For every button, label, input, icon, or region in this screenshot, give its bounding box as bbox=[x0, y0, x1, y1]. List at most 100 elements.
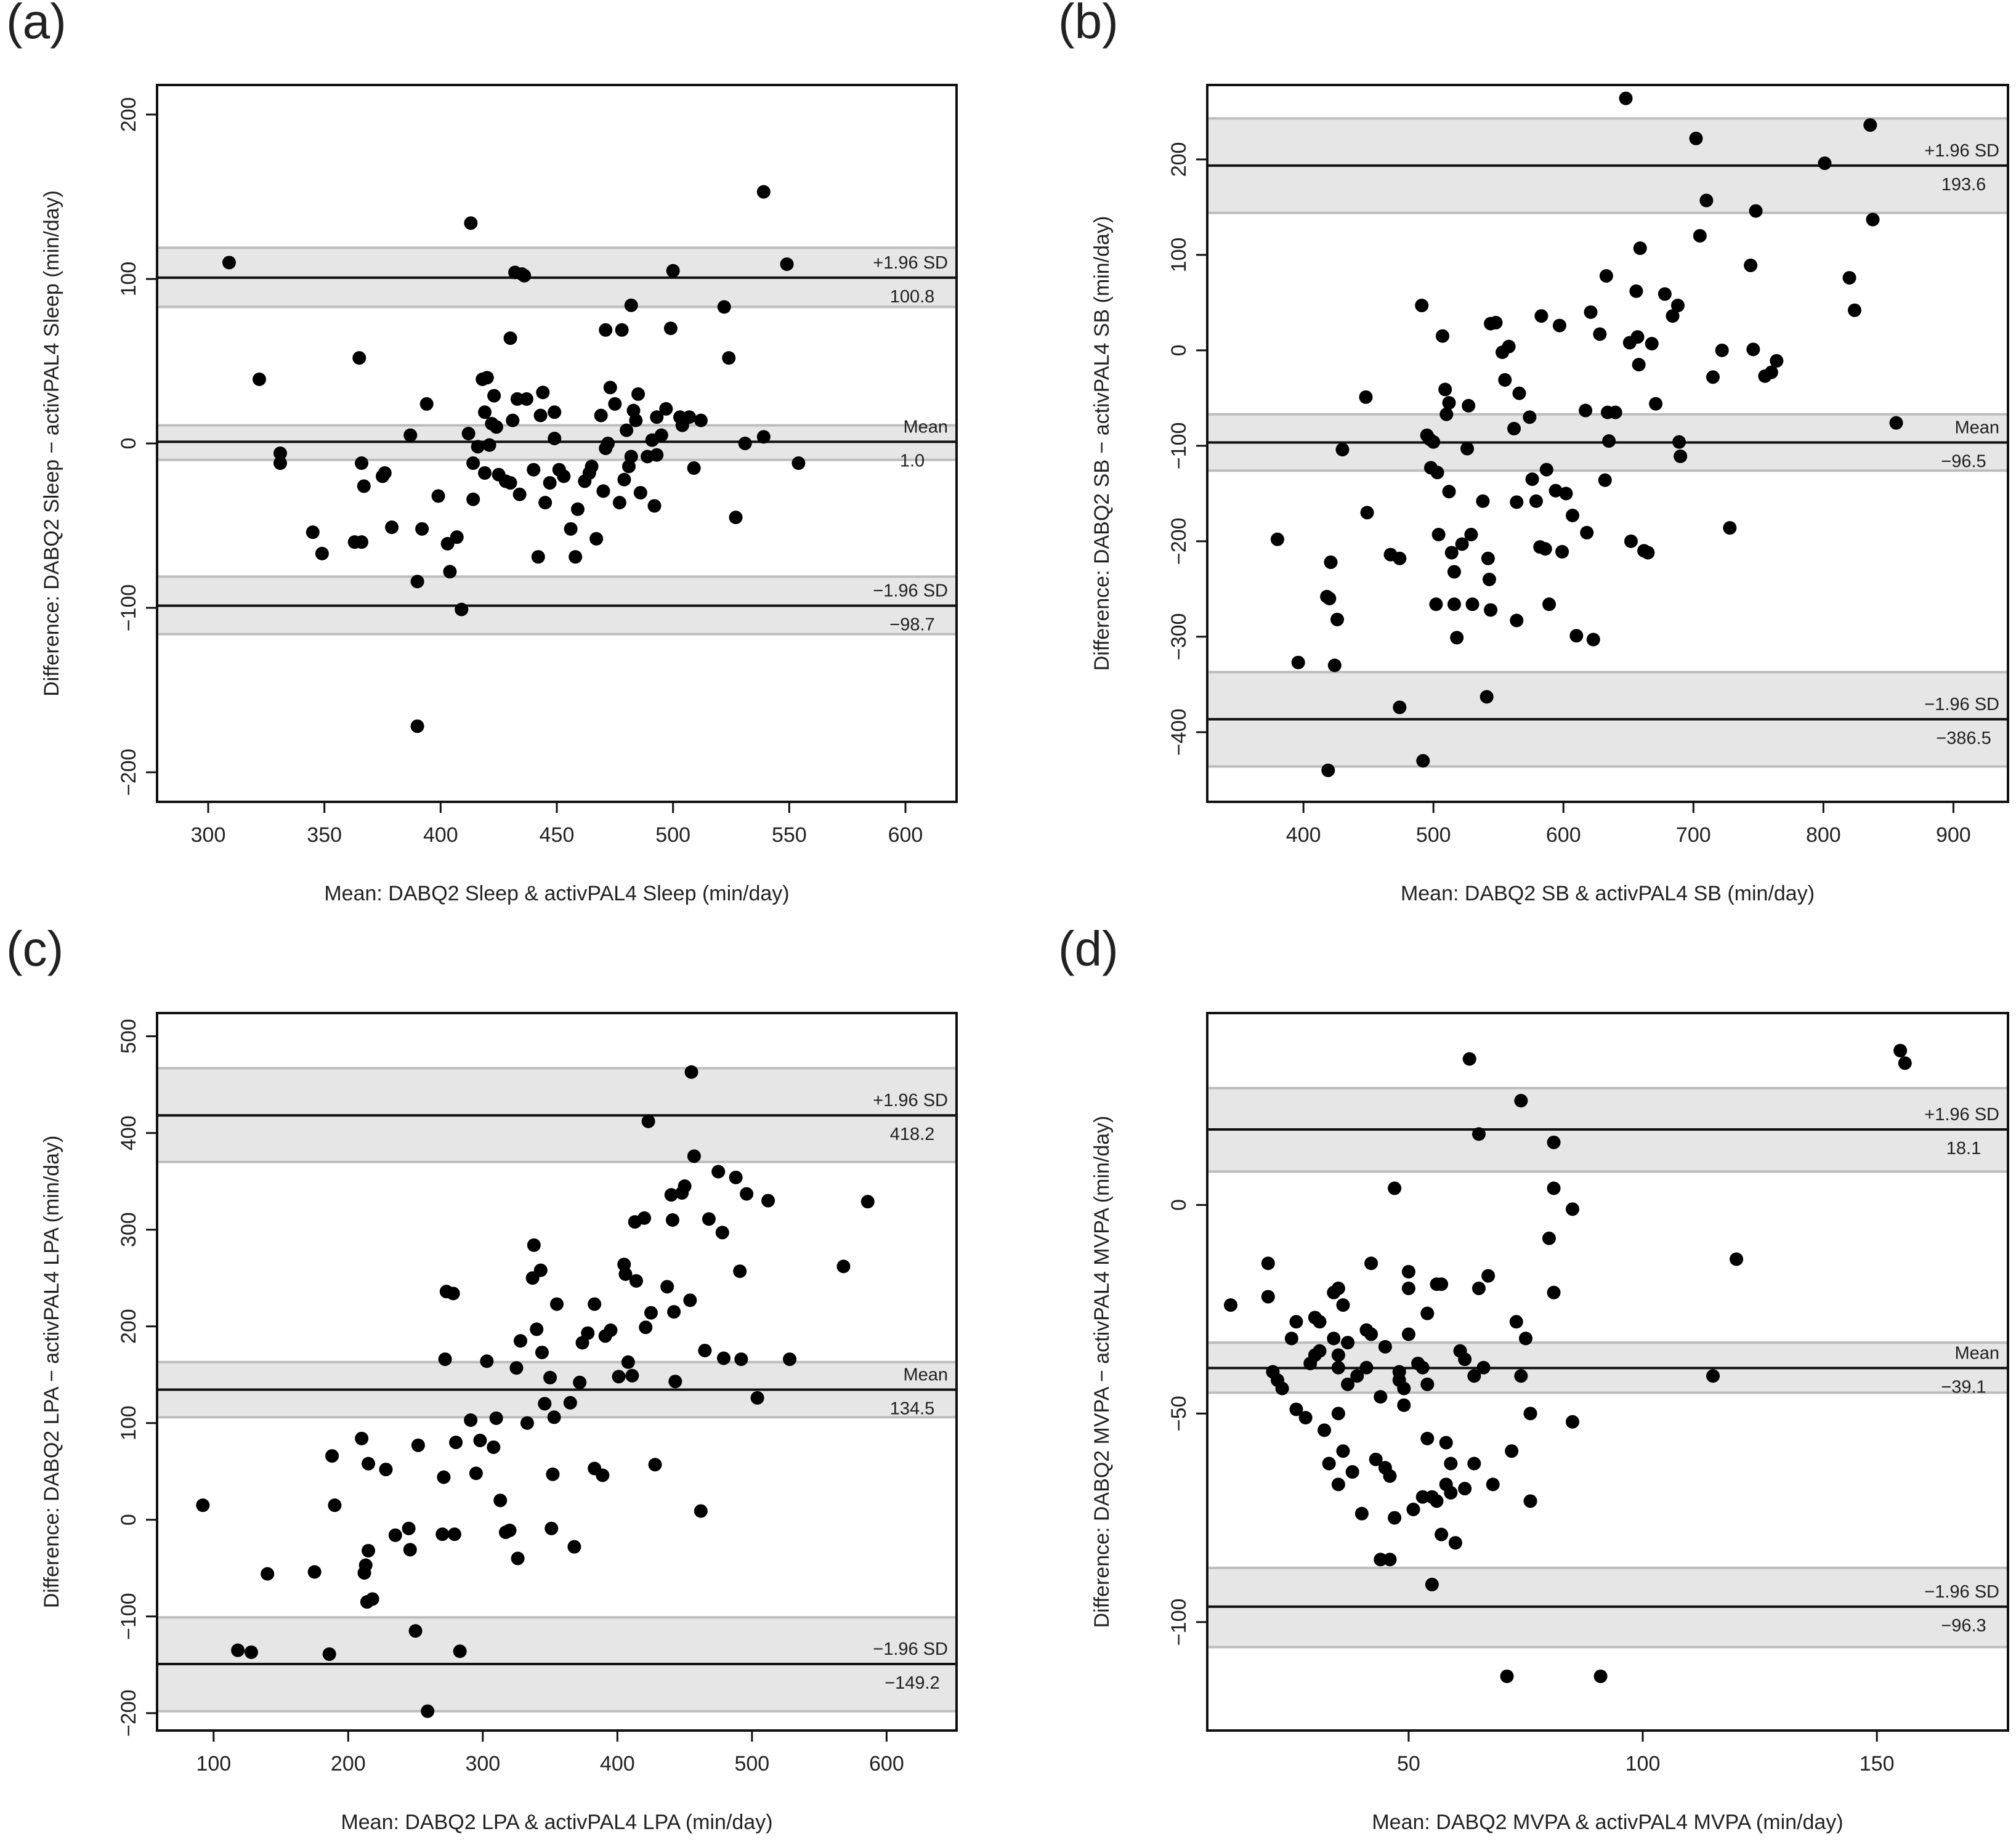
data-point bbox=[273, 456, 287, 471]
data-point bbox=[1586, 632, 1600, 647]
data-point bbox=[1420, 1306, 1435, 1320]
data-point bbox=[589, 531, 604, 546]
data-point bbox=[1275, 1381, 1289, 1396]
data-point bbox=[722, 351, 736, 365]
data-point bbox=[1706, 370, 1720, 384]
data-point bbox=[447, 1527, 461, 1541]
data-point bbox=[1569, 629, 1584, 643]
data-point bbox=[482, 438, 496, 452]
data-point bbox=[660, 1280, 674, 1294]
mean-line-value: 134.5 bbox=[890, 1399, 935, 1419]
data-point bbox=[1354, 1506, 1369, 1521]
data-point bbox=[1401, 1282, 1415, 1296]
data-point bbox=[408, 1624, 423, 1638]
data-point bbox=[355, 1431, 369, 1445]
data-point bbox=[443, 565, 457, 579]
data-point bbox=[535, 1346, 549, 1360]
data-point bbox=[1893, 1043, 1908, 1057]
data-point bbox=[1480, 690, 1494, 704]
data-point bbox=[563, 1396, 577, 1410]
data-point bbox=[503, 476, 517, 490]
data-point bbox=[438, 1352, 452, 1367]
data-point bbox=[1525, 472, 1539, 487]
data-point bbox=[489, 420, 503, 434]
data-point bbox=[1633, 241, 1647, 256]
data-point bbox=[1538, 542, 1552, 556]
data-point bbox=[471, 440, 485, 454]
data-point bbox=[435, 1527, 450, 1541]
data-point bbox=[1529, 494, 1543, 508]
data-point bbox=[1770, 353, 1784, 368]
data-point bbox=[1842, 271, 1856, 285]
mean-line-value: −39.1 bbox=[1941, 1377, 1986, 1397]
data-point bbox=[550, 1297, 564, 1311]
data-point bbox=[1523, 1407, 1537, 1421]
upper-line-value: 193.6 bbox=[1941, 175, 1986, 195]
data-point bbox=[860, 1195, 875, 1209]
data-point bbox=[756, 185, 771, 199]
data-point bbox=[273, 446, 287, 461]
data-point bbox=[510, 392, 524, 406]
data-point bbox=[1462, 398, 1476, 413]
x-axis-title: Mean: DABQ2 SB & activPAL4 SB (min/day) bbox=[1401, 882, 1815, 905]
data-point bbox=[478, 405, 492, 419]
data-point bbox=[557, 469, 571, 483]
data-point bbox=[1464, 528, 1478, 542]
data-point bbox=[836, 1259, 851, 1274]
y-tick-label: −200 bbox=[117, 749, 140, 796]
lower-line-value: −386.5 bbox=[1936, 729, 1991, 748]
data-point bbox=[698, 1343, 712, 1357]
x-tick-label: 700 bbox=[1676, 823, 1711, 847]
data-point bbox=[1552, 318, 1566, 333]
data-point bbox=[665, 1213, 679, 1227]
upper-line-label: +1.96 SD bbox=[873, 1091, 948, 1110]
mean-line-value: −96.5 bbox=[1941, 451, 1986, 471]
data-point bbox=[1322, 591, 1337, 605]
data-point bbox=[1291, 655, 1305, 669]
data-point bbox=[1360, 506, 1374, 520]
data-point bbox=[1415, 1490, 1430, 1504]
data-point bbox=[618, 1267, 633, 1281]
data-point bbox=[1641, 546, 1655, 560]
data-point bbox=[1599, 269, 1613, 283]
data-point bbox=[533, 1263, 548, 1277]
data-point bbox=[1270, 532, 1284, 546]
data-point bbox=[1397, 1398, 1411, 1412]
data-point bbox=[1289, 1315, 1303, 1329]
x-tick-label: 500 bbox=[655, 823, 690, 847]
y-tick-label: −100 bbox=[1167, 1599, 1191, 1646]
data-point bbox=[1630, 330, 1645, 344]
data-point bbox=[1284, 1331, 1298, 1346]
data-point bbox=[355, 535, 369, 549]
x-tick-label: 900 bbox=[1936, 823, 1971, 847]
data-point bbox=[517, 269, 532, 283]
data-point bbox=[650, 410, 664, 424]
data-point bbox=[1579, 403, 1593, 418]
data-point bbox=[322, 1647, 336, 1661]
data-point bbox=[1593, 1669, 1608, 1683]
y-axis-title: Difference: DABQ2 LPA − activPAL4 LPA (m… bbox=[40, 1136, 63, 1609]
data-point bbox=[1467, 1456, 1481, 1471]
mean-line-label: Mean bbox=[1954, 418, 1999, 437]
data-point bbox=[530, 1322, 544, 1336]
data-point bbox=[487, 1440, 501, 1454]
data-point bbox=[446, 1287, 460, 1301]
panel-d: (d) +1.96 SD 18.1 Mean −39.1 −1.96 SD −96.3 50 1… bbox=[1058, 921, 2009, 1834]
data-point bbox=[538, 1397, 552, 1411]
data-point bbox=[629, 413, 643, 427]
data-point bbox=[1401, 1327, 1415, 1341]
data-point bbox=[573, 1375, 587, 1389]
data-point bbox=[1863, 118, 1877, 132]
data-point bbox=[519, 392, 533, 406]
data-point bbox=[664, 1188, 678, 1202]
data-point bbox=[478, 466, 492, 480]
data-point bbox=[1523, 1494, 1537, 1508]
data-point bbox=[1548, 483, 1563, 498]
data-point bbox=[1447, 565, 1461, 579]
data-point bbox=[544, 1521, 559, 1535]
data-point bbox=[1898, 1056, 1912, 1070]
data-point bbox=[1746, 342, 1760, 357]
mean-line-label: Mean bbox=[903, 417, 948, 437]
data-point bbox=[1489, 315, 1503, 329]
